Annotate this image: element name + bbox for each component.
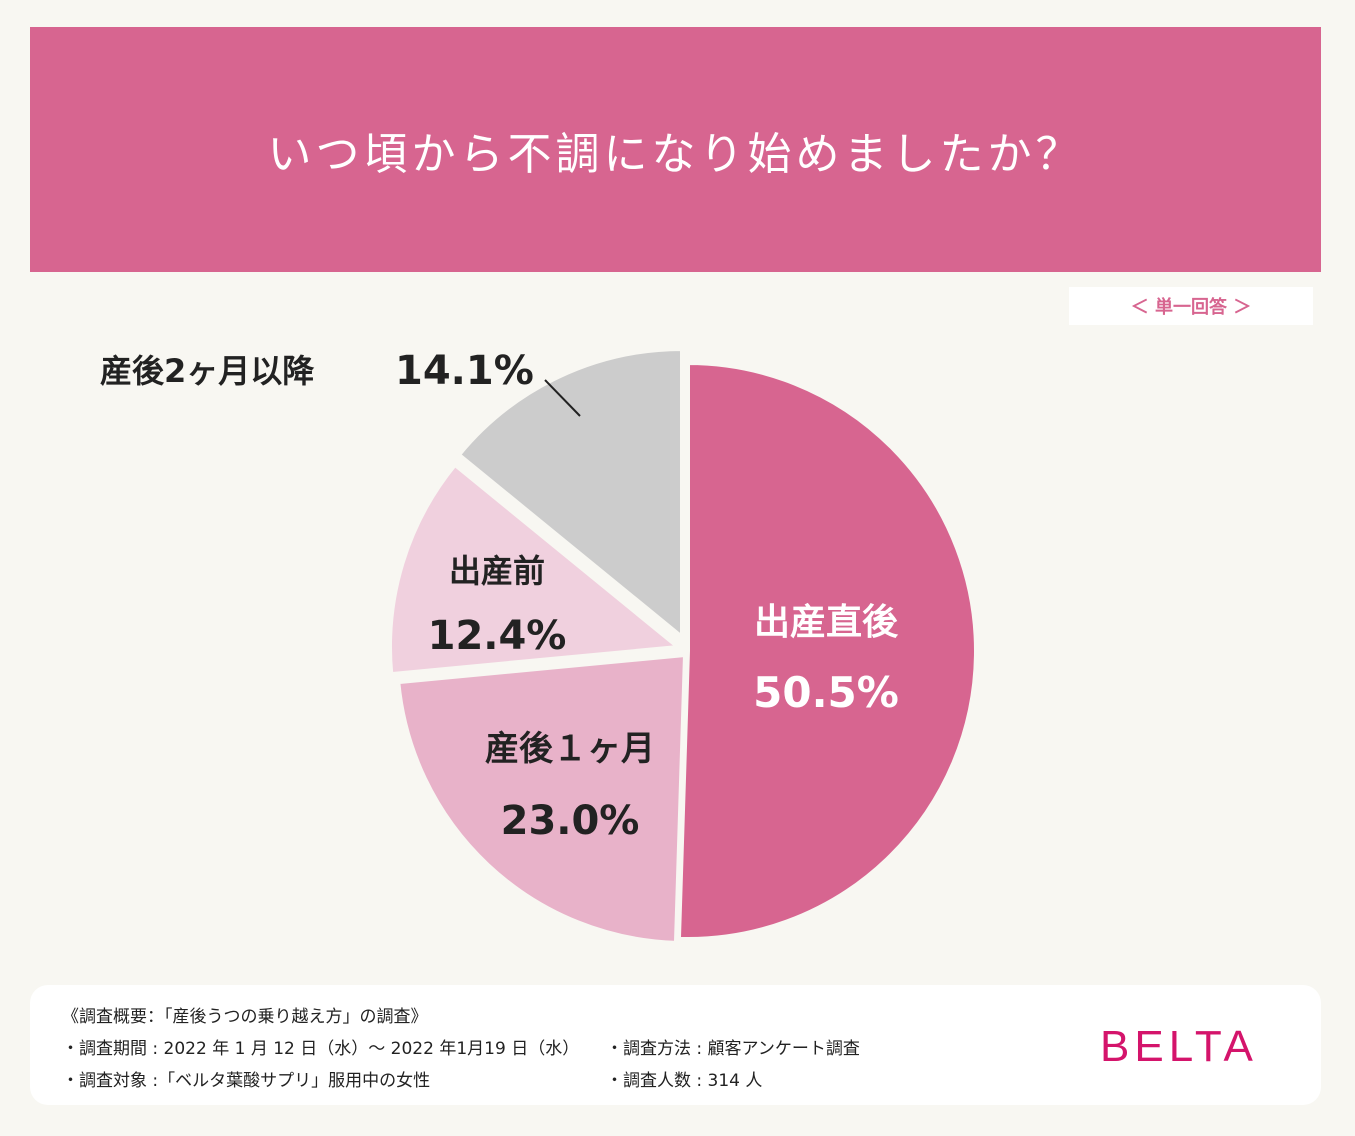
slice-label: 産後2ヶ月以降 [100,352,315,390]
survey-count: ・調査人数 : 314 人 [606,1071,763,1091]
pie-slice [676,360,978,941]
pie-slice [396,652,688,945]
survey-summary-box [30,985,1321,1105]
answer-type-badge: ＜ 単一回答 ＞ [1069,287,1313,325]
survey-period: ・調査期間 : 2022 年 1 月 12 日（水）～ 2022 年1月19 日… [62,1039,580,1059]
slice-value-label: 12.4% [428,613,567,659]
slice-label: 出産前 [449,552,545,590]
title-banner: いつ頃から不調になり始めましたか？ [30,27,1321,272]
slice-label: 出産直後 [754,602,899,643]
survey-heading: 《調査概要：「産後うつの乗り越え方」の調査》 [62,1007,428,1027]
slice-value-label: 23.0% [501,798,640,844]
slice-label: 産後１ヶ月 [485,729,655,769]
slice-value-label: 14.1% [395,348,534,394]
pie-slice [456,346,684,642]
pie-slice [388,462,684,677]
slice-value-label: 50.5% [753,668,899,717]
survey-target: ・調査対象 :「ベルタ葉酸サプリ」服用中の女性 [62,1071,431,1091]
brand-logo: BELTA [1100,1022,1258,1071]
leader-line [544,379,581,417]
chart-title: いつ頃から不調になり始めましたか？ [267,128,1084,180]
survey-method: ・調査方法 : 顧客アンケート調査 [606,1039,860,1059]
